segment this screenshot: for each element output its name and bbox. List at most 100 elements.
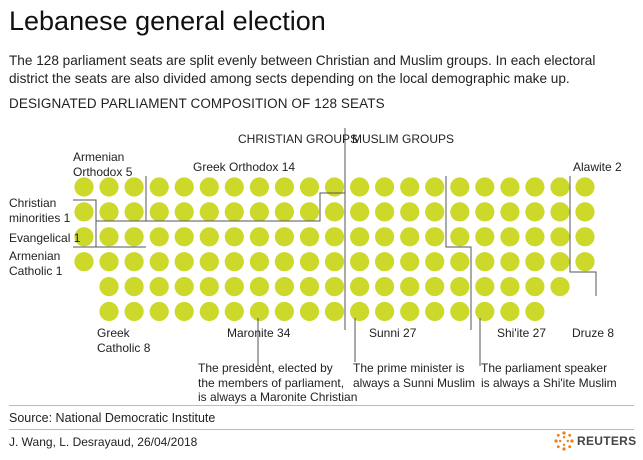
- label-line: minorities 1: [9, 211, 71, 225]
- seat-dot: [199, 202, 219, 222]
- divider: [9, 429, 634, 430]
- label-line: Christian: [9, 196, 57, 210]
- seat-dot: [475, 301, 495, 322]
- seat-dot: [174, 301, 194, 322]
- label-greek-catholic: Greek Catholic 8: [97, 326, 150, 356]
- divider: [9, 405, 634, 406]
- seat-dot: [149, 252, 169, 272]
- seat-dot: [249, 227, 269, 247]
- seat-dot: [450, 177, 470, 197]
- seat-dot: [324, 202, 345, 222]
- label-line: Orthodox 5: [73, 165, 133, 179]
- seat-dot: [550, 252, 570, 272]
- seat-dot: [525, 301, 545, 322]
- seat-dot: [99, 277, 119, 297]
- seat-dot: [550, 277, 570, 297]
- seat-dot: [99, 202, 119, 222]
- seat-dot: [550, 177, 570, 197]
- seat-dot: [500, 177, 520, 197]
- seat-dot: [224, 252, 244, 272]
- seat-dot: [299, 177, 320, 197]
- seat-dot: [199, 252, 219, 272]
- seat-dot: [475, 177, 495, 197]
- seat-dot: [249, 252, 269, 272]
- seat-dot: [475, 227, 495, 247]
- seat-dot: [350, 202, 370, 222]
- subtitle: The 128 parliament seats are split evenl…: [9, 53, 596, 86]
- seat-dot: [324, 177, 345, 197]
- label-armenian-catholic: Armenian Catholic 1: [9, 249, 62, 279]
- label-line: Armenian: [9, 249, 61, 263]
- seat-dot: [400, 177, 420, 197]
- seat-dot: [99, 227, 119, 247]
- seat-dot: [350, 277, 370, 297]
- seat-dot: [149, 277, 169, 297]
- seat-dot: [500, 301, 520, 322]
- seat-dot: [324, 227, 345, 247]
- seat-dot: [324, 252, 345, 272]
- seat-dot: [350, 301, 370, 322]
- seat-dot: [575, 252, 595, 272]
- note-line: the members of parliament,: [198, 375, 345, 390]
- label-line: Greek: [97, 326, 130, 340]
- seat-dot: [124, 227, 144, 247]
- label-greek-orthodox: Greek Orthodox 14: [193, 160, 296, 174]
- seat-dot: [525, 277, 545, 297]
- note-speaker: The parliament speaker is always a Shi'i…: [481, 361, 617, 390]
- label-druze: Druze 8: [572, 326, 615, 340]
- seat-dot: [500, 277, 520, 297]
- composition-heading: DESIGNATED PARLIAMENT COMPOSITION OF 128…: [9, 96, 385, 111]
- seat-dot: [174, 252, 194, 272]
- label-alawite: Alawite 2: [573, 160, 622, 174]
- reuters-logo-icon: [554, 431, 574, 451]
- seat-dot: [274, 202, 294, 222]
- seat-dot: [324, 277, 345, 297]
- seat-dot: [224, 227, 244, 247]
- seat-dot: [274, 177, 294, 197]
- seat-dot: [500, 252, 520, 272]
- seat-dot: [174, 202, 194, 222]
- label-line: Catholic 1: [9, 264, 63, 278]
- note-line: is always a Shi'ite Muslim: [481, 375, 617, 390]
- seat-dot: [224, 177, 244, 197]
- seat-dot: [299, 202, 320, 222]
- note-line: is always a Maronite Christian: [198, 390, 358, 404]
- seat-dot: [375, 277, 395, 297]
- seat-dot: [249, 177, 269, 197]
- seat-dot: [400, 301, 420, 322]
- muslim-groups-heading: MUSLIM GROUPS: [352, 132, 455, 146]
- seat-dot: [324, 301, 345, 322]
- seat-dot: [174, 227, 194, 247]
- seat-dot: [400, 277, 420, 297]
- seat-dot: [74, 202, 94, 222]
- seat-dot: [475, 277, 495, 297]
- christian-groups-heading: CHRISTIAN GROUPS: [238, 132, 359, 146]
- seat-dot: [425, 202, 445, 222]
- label-evangelical: Evangelical 1: [9, 231, 81, 245]
- seat-dot: [375, 202, 395, 222]
- seat-dot: [525, 227, 545, 247]
- seat-dot: [550, 202, 570, 222]
- seat-dot: [375, 177, 395, 197]
- seat-dot: [124, 177, 144, 197]
- seat-dot: [174, 277, 194, 297]
- seat-dot: [99, 177, 119, 197]
- label-maronite: Maronite 34: [227, 326, 291, 340]
- seat-dot: [199, 227, 219, 247]
- seat-dot: [475, 252, 495, 272]
- seat-dot: [124, 301, 144, 322]
- seat-dot: [475, 202, 495, 222]
- seat-dot: [350, 252, 370, 272]
- armenian-catholic-bracket: [95, 220, 146, 247]
- seat-dot: [375, 301, 395, 322]
- seat-dot: [550, 227, 570, 247]
- seat-dot: [249, 301, 269, 322]
- seat-dot: [249, 202, 269, 222]
- divider-lines: [73, 128, 597, 366]
- seat-dot: [224, 202, 244, 222]
- seat-dot: [500, 202, 520, 222]
- seat-dot: [199, 301, 219, 322]
- seat-dot: [425, 252, 445, 272]
- seat-dot: [224, 301, 244, 322]
